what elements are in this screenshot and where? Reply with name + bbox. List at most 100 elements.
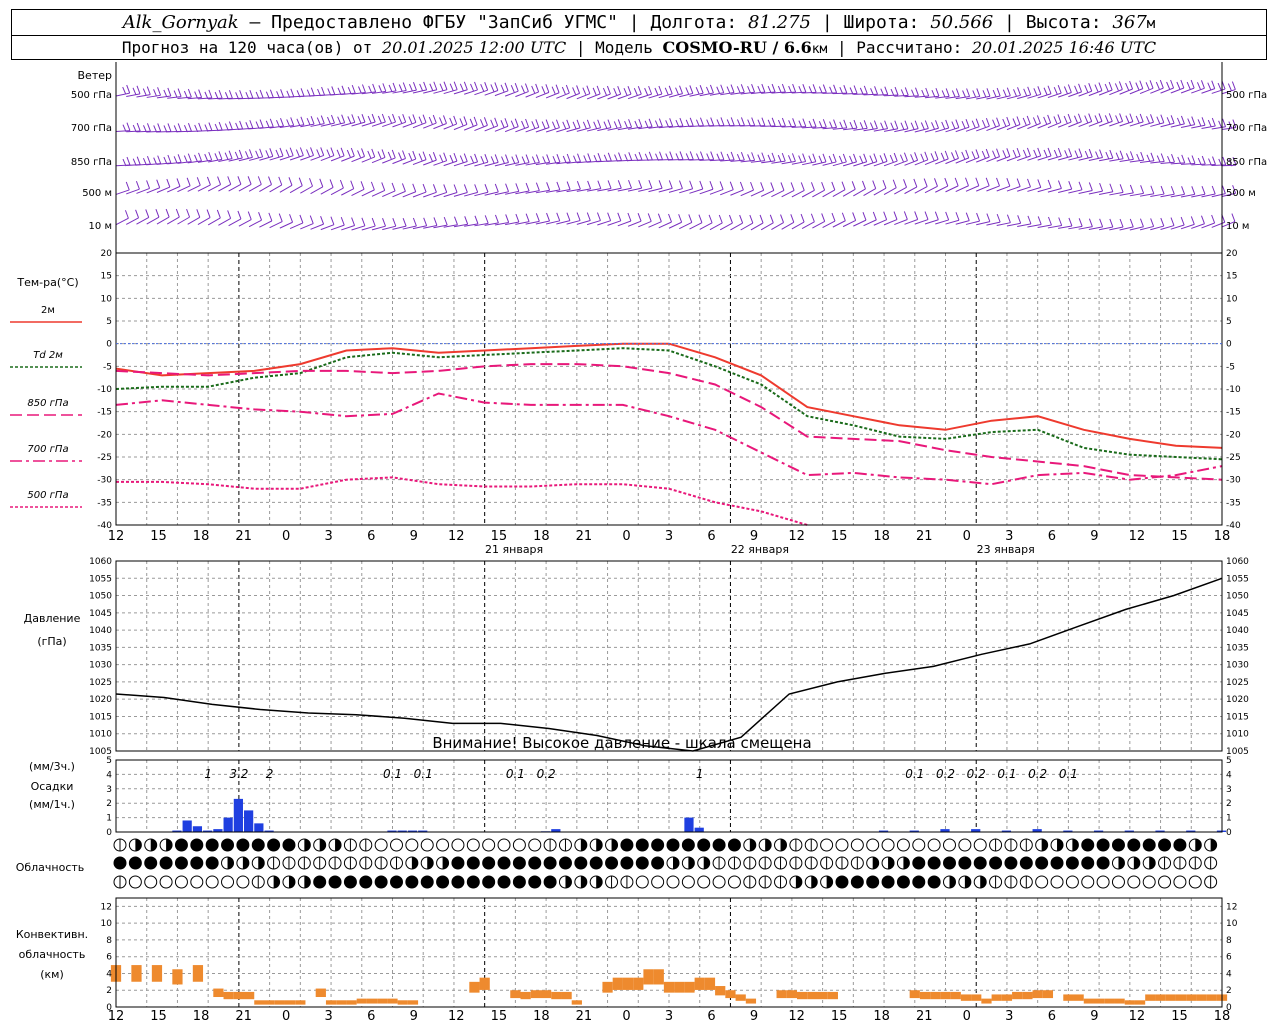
wind-barb-feather — [153, 157, 158, 165]
cloud-cover-fill — [335, 839, 342, 851]
wind-barb-feather — [986, 213, 991, 222]
wind-barb-feather — [320, 215, 325, 225]
time-tick-label: 18 — [193, 529, 210, 544]
wind-barb — [576, 127, 591, 132]
wind-barb — [1098, 89, 1113, 96]
wind-level-label-left: 10 м — [89, 221, 112, 232]
cloud-cover-fill — [319, 839, 326, 851]
wind-barb-feather — [1150, 185, 1155, 194]
conv-bar — [295, 1000, 306, 1005]
wind-barb — [679, 125, 694, 128]
time-tick-label-bottom: 9 — [750, 1009, 758, 1024]
wind-barb-feather — [781, 152, 786, 162]
wind-barb — [320, 224, 335, 231]
wind-barb — [586, 127, 601, 132]
wind-barb-feather — [289, 147, 294, 156]
wind-barb — [576, 188, 591, 192]
wind-barb — [1078, 156, 1093, 161]
wind-barb-feather — [157, 155, 162, 164]
wind-barb — [1088, 190, 1103, 195]
wind-barb-feather — [708, 214, 713, 224]
wind-barb-feather — [381, 182, 386, 191]
precip-tick-left: 5 — [106, 756, 112, 766]
wind-barb-feather — [280, 89, 285, 98]
wind-barb — [1017, 186, 1031, 192]
wind-barb-feather — [720, 117, 725, 126]
wind-barb-feather — [818, 86, 823, 94]
wind-barb-feather — [654, 120, 659, 128]
wind-barb — [822, 161, 837, 166]
wind-barb — [771, 190, 785, 198]
temp-tick-right: -40 — [1226, 521, 1241, 531]
wind-barb — [617, 126, 632, 131]
time-tick-label-bottom: 6 — [707, 1009, 715, 1024]
wind-barb — [709, 188, 724, 195]
wind-barb — [1139, 87, 1154, 95]
wind-barb-feather — [186, 177, 191, 186]
cloud-cover-fill — [544, 876, 557, 888]
wind-barb-feather — [1022, 117, 1027, 126]
wind-barb-feather — [1109, 218, 1114, 228]
wind-barb — [945, 219, 960, 225]
wind-barb-feather — [183, 125, 188, 133]
wind-barb — [115, 189, 130, 195]
wind-barb-feather — [923, 178, 928, 187]
wind-barb-feather — [870, 88, 875, 96]
wind-barb — [924, 158, 939, 166]
time-tick-label: 12 — [448, 529, 465, 544]
precip-bar — [172, 830, 182, 832]
precip-3h-label: 1 — [696, 767, 704, 781]
wind-barb-feather — [592, 87, 597, 96]
wind-barb — [802, 126, 817, 129]
wind-barb-feather — [740, 151, 745, 161]
wind-barb — [474, 161, 489, 167]
conv-bar — [633, 977, 644, 990]
wind-barb-feather — [843, 119, 848, 129]
wind-barb-feather — [699, 117, 704, 126]
wind-barb — [443, 224, 458, 228]
wind-barb — [197, 184, 211, 192]
wind-barb-feather — [716, 86, 721, 94]
wind-barb — [351, 156, 365, 163]
wind-barb-feather — [408, 116, 413, 124]
wind-barb-feather — [802, 153, 807, 162]
wind-barb — [1099, 191, 1113, 195]
wind-barb-feather — [679, 85, 684, 94]
wind-barb-feather — [433, 217, 438, 226]
wind-barb-feather — [494, 117, 499, 126]
conv-bar — [643, 969, 654, 985]
wind-barb-feather — [842, 153, 847, 163]
time-tick-label-bottom: 0 — [963, 1009, 971, 1024]
wind-barb — [699, 222, 713, 230]
wind-barb — [320, 155, 335, 162]
wind-barb — [453, 223, 468, 228]
cloud-cover-fill — [390, 876, 403, 888]
cloud-cover-fill — [749, 839, 756, 851]
wind-barb-feather — [720, 84, 725, 93]
wind-barb-feather — [1104, 83, 1109, 92]
cloud-cover-fill — [273, 876, 280, 888]
time-tick-label-bottom: 3 — [1005, 1009, 1013, 1024]
wind-barb-feather — [576, 212, 581, 221]
wind-barb — [658, 187, 673, 193]
wind-barb — [504, 90, 519, 97]
conv-bar — [1124, 1000, 1135, 1005]
wind-barb-feather — [685, 153, 690, 161]
wind-barb — [750, 91, 765, 95]
wind-barb-feather — [525, 213, 530, 222]
cloud-cover-fill — [513, 857, 526, 869]
wind-barb-feather — [1145, 82, 1150, 90]
wind-barb — [668, 93, 683, 98]
wind-barb-feather — [484, 215, 489, 224]
wind-barb-feather — [1036, 115, 1041, 124]
wind-barb-feather — [1115, 115, 1120, 123]
wind-barb — [935, 127, 949, 133]
wind-barb-feather — [208, 122, 213, 131]
wind-barb-feather — [597, 180, 602, 189]
wind-barb — [515, 221, 530, 225]
press-tick-left: 1010 — [89, 730, 112, 740]
conv-bar — [930, 991, 941, 1000]
wind-barb-feather — [1088, 148, 1093, 158]
wind-barb-feather — [872, 180, 877, 189]
time-tick-label: 15 — [150, 529, 167, 544]
